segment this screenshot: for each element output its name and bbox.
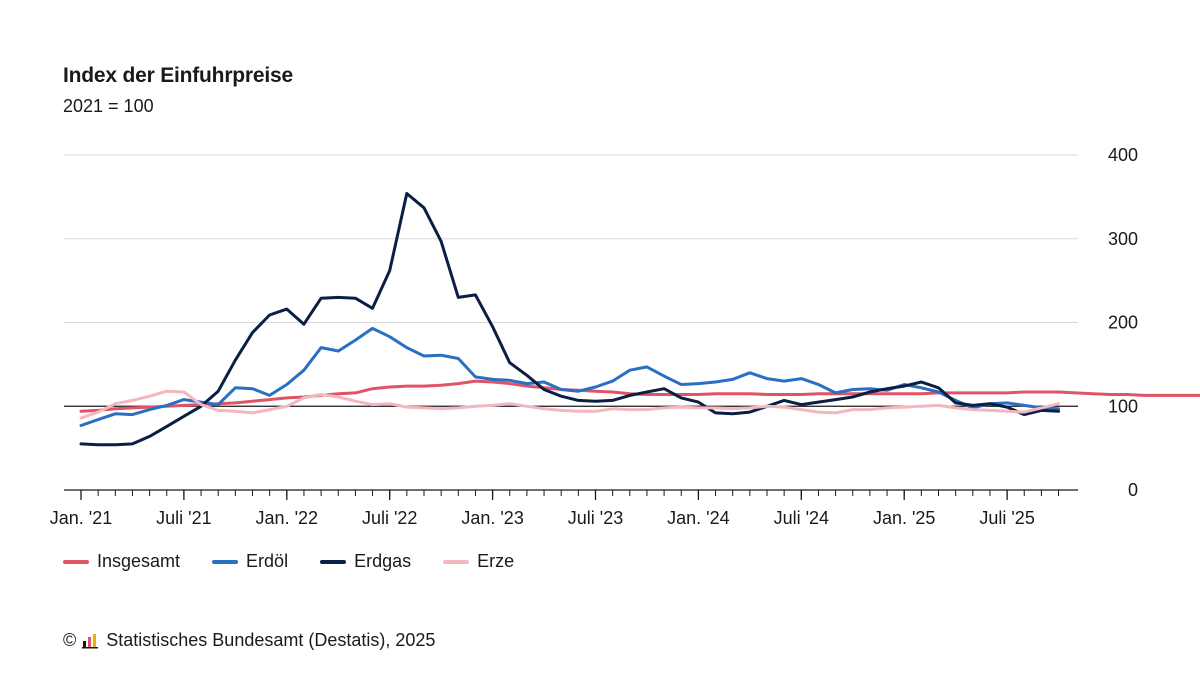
legend-item-erdoel: Erdöl bbox=[212, 551, 288, 572]
legend-label-erze: Erze bbox=[477, 551, 515, 571]
y-tick-label: 400 bbox=[1108, 145, 1138, 165]
copyright-icon: © bbox=[63, 630, 77, 650]
legend-label-erdoel: Erdöl bbox=[246, 551, 289, 571]
series-line-insgesamt bbox=[79, 379, 1200, 413]
x-tick-label: Jan. '24 bbox=[667, 508, 729, 528]
x-tick-label: Juli '23 bbox=[568, 508, 623, 528]
legend-swatch-insgesamt bbox=[63, 559, 89, 564]
y-tick-label: 0 bbox=[1128, 480, 1138, 500]
x-tick-label: Jan. '25 bbox=[873, 508, 935, 528]
legend-label-insgesamt: Insgesamt bbox=[97, 551, 181, 571]
y-tick-label: 200 bbox=[1108, 313, 1138, 333]
legend-label-erdgas: Erdgas bbox=[354, 551, 412, 571]
legend-swatch-erdoel bbox=[212, 559, 239, 564]
x-tick-label: Juli '22 bbox=[362, 508, 417, 528]
series-lines bbox=[79, 192, 1200, 447]
x-tick-label: Juli '25 bbox=[979, 508, 1034, 528]
source-footer: © Statistisches Bundesamt (Destatis), 20… bbox=[63, 630, 435, 651]
chart-subtitle: 2021 = 100 bbox=[63, 96, 154, 116]
y-tick-label: 100 bbox=[1108, 396, 1138, 416]
destatis-logo-icon bbox=[82, 633, 99, 648]
source-text: Statistisches Bundesamt (Destatis), 2025 bbox=[106, 630, 436, 650]
legend-item-insgesamt: Insgesamt bbox=[63, 551, 180, 572]
legend-swatch-erdgas bbox=[320, 559, 347, 564]
legend-swatch-erze bbox=[443, 559, 470, 564]
x-tick-label: Jan. '23 bbox=[461, 508, 523, 528]
y-tick-label: 300 bbox=[1108, 229, 1138, 249]
y-axis: 0 100 200 300 400 bbox=[1108, 145, 1138, 500]
series-line-erdgas bbox=[79, 192, 1060, 447]
legend-item-erze: Erze bbox=[443, 551, 514, 572]
series-line-erze bbox=[79, 389, 1060, 420]
x-tick-label: Jan. '21 bbox=[50, 508, 112, 528]
x-tick-label: Jan. '22 bbox=[256, 508, 318, 528]
x-axis: Jan. '21 Juli '21 Jan. '22 Juli '22 Jan. '23… bbox=[50, 489, 1078, 528]
legend-item-erdgas: Erdgas bbox=[320, 551, 411, 572]
chart-title: Index der Einfuhrpreise bbox=[63, 64, 293, 87]
x-tick-label: Juli '21 bbox=[156, 508, 211, 528]
x-tick-label: Juli '24 bbox=[774, 508, 829, 528]
chart-legend: Insgesamt Erdöl Erdgas Erze bbox=[63, 551, 514, 572]
grid-lines bbox=[64, 154, 1078, 323]
